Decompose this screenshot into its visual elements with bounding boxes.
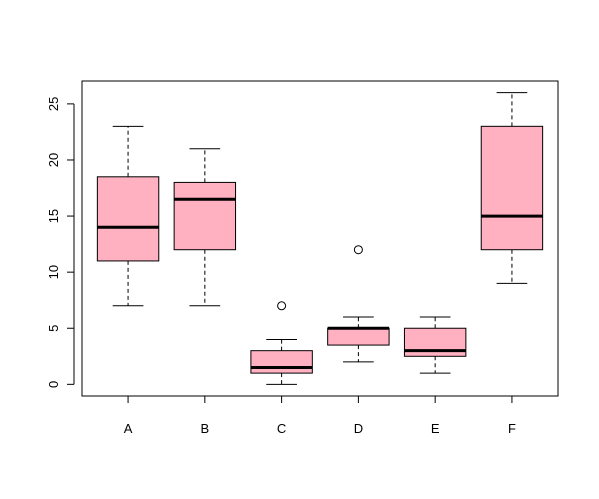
y-tick-label: 25 (46, 97, 61, 111)
y-tick-label: 5 (46, 325, 61, 332)
boxes-group (96, 92, 544, 385)
box-a (96, 125, 160, 307)
x-tick-label: C (277, 421, 286, 436)
box-body (173, 181, 237, 251)
y-tick-label: 10 (46, 265, 61, 279)
y-tick-label: 15 (46, 209, 61, 223)
x-tick-label: D (354, 421, 363, 436)
box-b (173, 148, 237, 307)
x-tick-label: E (431, 421, 440, 436)
box-e (403, 316, 467, 374)
outlier-point (277, 301, 287, 311)
x-axis: A B C D E F (124, 395, 516, 436)
x-tick-label: B (201, 421, 210, 436)
box-d (327, 245, 390, 363)
box-f (480, 92, 544, 284)
box-body (96, 176, 160, 262)
box-c (250, 301, 313, 385)
y-tick-label: 0 (46, 381, 61, 388)
box-body (250, 350, 313, 374)
y-axis: 0 5 10 15 20 25 (46, 97, 75, 388)
box-body (327, 327, 390, 346)
box-body (480, 125, 544, 251)
x-tick-label: F (508, 421, 516, 436)
y-tick-label: 20 (46, 153, 61, 167)
outlier-point (353, 245, 363, 255)
x-tick-label: A (124, 421, 133, 436)
